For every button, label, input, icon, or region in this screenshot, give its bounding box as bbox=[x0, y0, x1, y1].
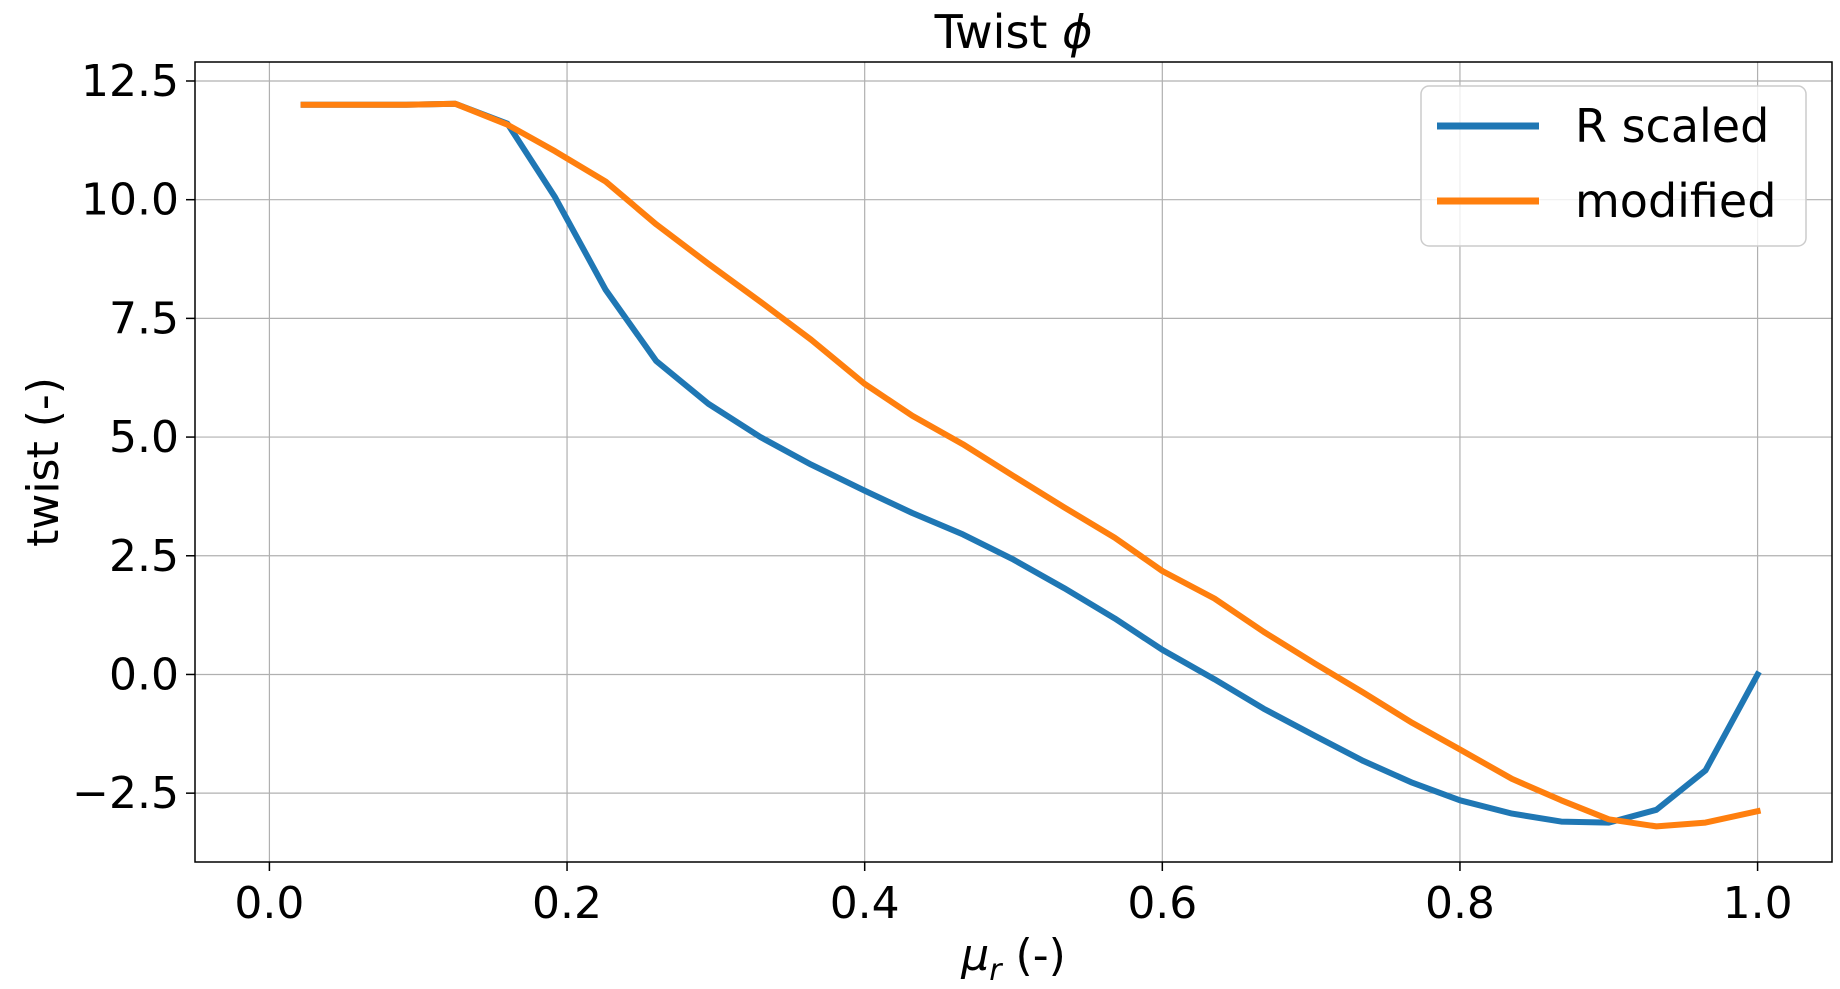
series-line-r-scaled bbox=[300, 100, 1762, 826]
x-tick-label: 0.0 bbox=[234, 878, 304, 929]
y-tick-label: 7.5 bbox=[109, 293, 179, 344]
x-tick-label: 1.0 bbox=[1723, 878, 1793, 929]
x-tick-label: 0.2 bbox=[532, 878, 602, 929]
legend-label: R scaled bbox=[1575, 99, 1769, 153]
y-tick-label: 10.0 bbox=[81, 175, 179, 226]
y-tick-label: 2.5 bbox=[109, 531, 179, 582]
y-tick-label: 12.5 bbox=[81, 56, 179, 107]
y-axis-label: twist (-) bbox=[18, 377, 69, 547]
chart-title-symbol: ϕ bbox=[1062, 5, 1092, 59]
x-tick-label: 0.8 bbox=[1425, 878, 1495, 929]
x-axis-label-suffix: (-) bbox=[1002, 930, 1066, 981]
legend-label: modified bbox=[1575, 174, 1776, 228]
series-layer bbox=[300, 100, 1762, 830]
y-tick-label: −2.5 bbox=[72, 768, 179, 819]
y-tick-label: 0.0 bbox=[109, 649, 179, 700]
y-tick-label: 5.0 bbox=[109, 412, 179, 463]
x-axis-label-subscript: r bbox=[989, 953, 1003, 988]
plot-frame bbox=[194, 61, 1833, 863]
x-axis-label-symbol: μ bbox=[960, 930, 989, 981]
chart-title-text: Twist bbox=[934, 5, 1063, 59]
x-tick-label: 0.6 bbox=[1127, 878, 1197, 929]
series-line-modified bbox=[300, 100, 1762, 830]
x-tick-label: 0.4 bbox=[830, 878, 900, 929]
x-axis-label: μr (-) bbox=[960, 930, 1066, 988]
ticks: 0.0 0.2 0.4 0.6 0.8 1.0 12.5 10.0 7.5 5.0 2.5 0.0 −2… bbox=[72, 56, 1792, 929]
chart-title: Twist ϕ bbox=[934, 5, 1093, 59]
legend: R scaled modified bbox=[1420, 85, 1807, 247]
